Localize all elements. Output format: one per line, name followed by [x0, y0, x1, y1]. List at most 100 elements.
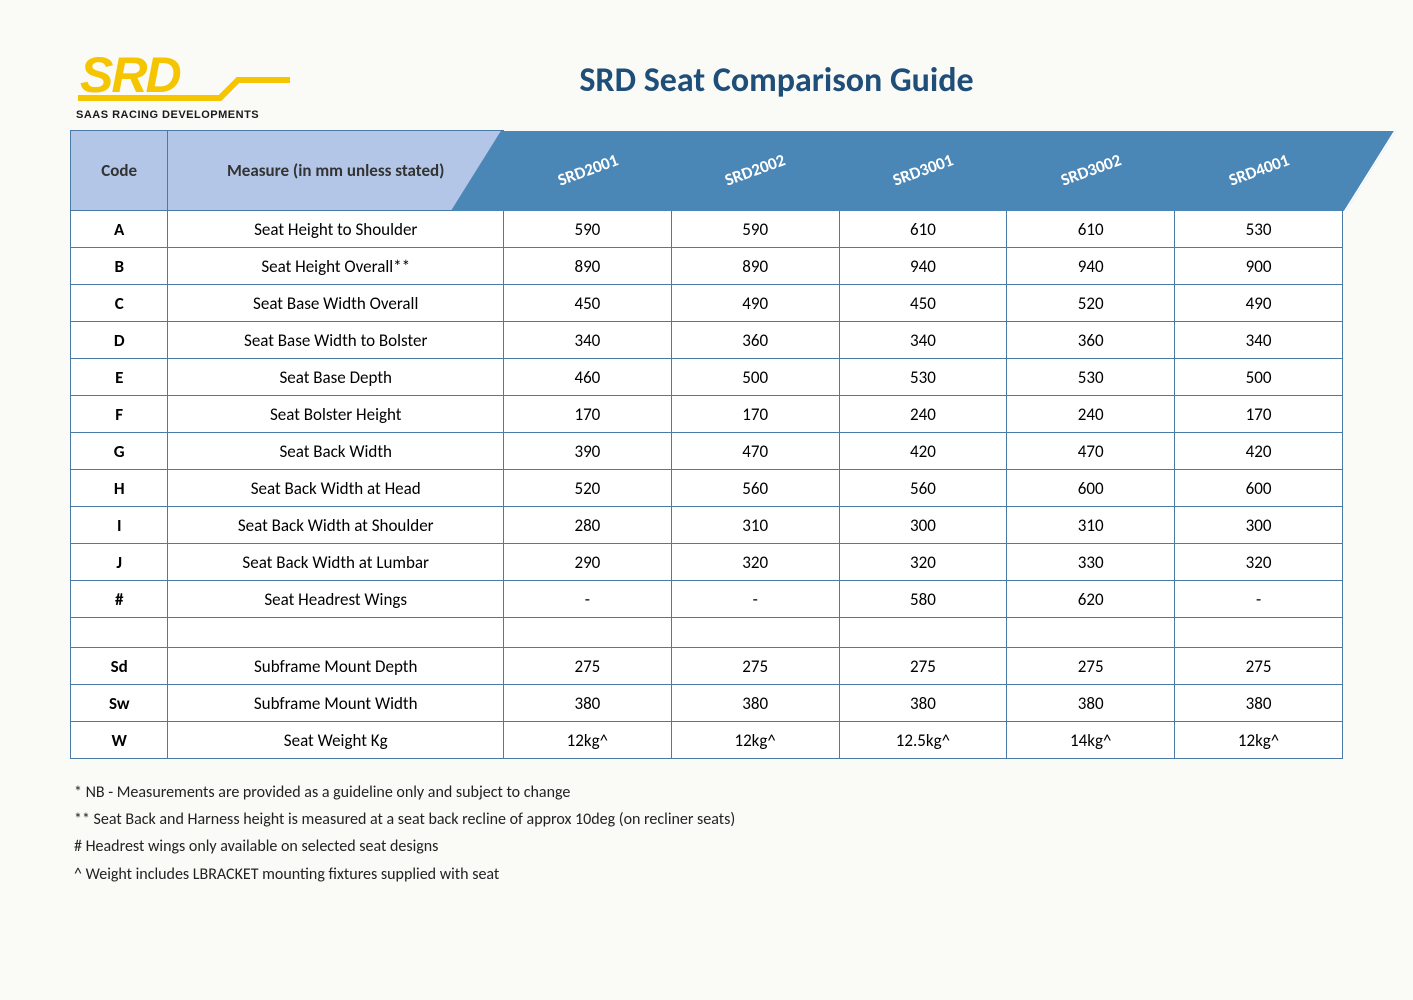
table-body: ASeat Height to Shoulder590590610610530B… — [71, 211, 1343, 759]
code-cell: Sd — [71, 648, 168, 685]
spacer-cell — [168, 618, 504, 648]
value-cell: 310 — [1007, 507, 1175, 544]
value-cell: 500 — [1175, 359, 1343, 396]
footnote: ** Seat Back and Harness height is measu… — [74, 806, 1343, 833]
value-cell: 240 — [839, 396, 1007, 433]
value-cell: 520 — [504, 470, 672, 507]
spacer-cell — [504, 618, 672, 648]
code-cell: C — [71, 285, 168, 322]
value-cell: 610 — [839, 211, 1007, 248]
table-row: JSeat Back Width at Lumbar29032032033032… — [71, 544, 1343, 581]
code-cell: E — [71, 359, 168, 396]
value-cell: - — [504, 581, 672, 618]
logo-icon: SRD SAAS RACING DEVELOPMENTS — [76, 47, 290, 121]
spacer-cell — [671, 618, 839, 648]
measure-cell: Seat Base Width to Bolster — [168, 322, 504, 359]
value-cell: 360 — [1007, 322, 1175, 359]
value-cell: 580 — [839, 581, 1007, 618]
value-cell: 530 — [839, 359, 1007, 396]
value-cell: 330 — [1007, 544, 1175, 581]
page-container: SRD SAAS RACING DEVELOPMENTS SRD Seat Co… — [0, 0, 1413, 908]
table-row: GSeat Back Width390470420470420 — [71, 433, 1343, 470]
value-cell: 590 — [671, 211, 839, 248]
measure-cell: Seat Headrest Wings — [168, 581, 504, 618]
value-cell: 420 — [1175, 433, 1343, 470]
value-cell: 12kg^ — [504, 722, 672, 759]
value-cell: 490 — [671, 285, 839, 322]
measure-cell: Seat Back Width at Lumbar — [168, 544, 504, 581]
value-cell: 530 — [1007, 359, 1175, 396]
value-cell: 300 — [1175, 507, 1343, 544]
measure-cell: Seat Back Width at Shoulder — [168, 507, 504, 544]
value-cell: - — [671, 581, 839, 618]
code-cell: # — [71, 581, 168, 618]
value-cell: 560 — [671, 470, 839, 507]
value-cell: 340 — [504, 322, 672, 359]
value-cell: 275 — [1007, 648, 1175, 685]
table-row: ISeat Back Width at Shoulder280310300310… — [71, 507, 1343, 544]
measure-cell: Seat Weight Kg — [168, 722, 504, 759]
spacer-cell — [839, 618, 1007, 648]
value-cell: 275 — [1175, 648, 1343, 685]
code-header: Code — [71, 131, 168, 211]
measure-header: Measure (in mm unless stated) — [168, 131, 504, 211]
value-cell: 500 — [671, 359, 839, 396]
product-header-4: SRD4001 — [1175, 131, 1343, 211]
value-cell: 380 — [839, 685, 1007, 722]
code-cell: B — [71, 248, 168, 285]
measure-cell: Seat Bolster Height — [168, 396, 504, 433]
value-cell: 470 — [671, 433, 839, 470]
footnotes: * NB - Measurements are provided as a gu… — [70, 779, 1343, 888]
value-cell: 310 — [671, 507, 839, 544]
value-cell: 450 — [504, 285, 672, 322]
value-cell: 460 — [504, 359, 672, 396]
code-cell: H — [71, 470, 168, 507]
spacer-row — [71, 618, 1343, 648]
spacer-cell — [1007, 618, 1175, 648]
value-cell: 890 — [504, 248, 672, 285]
value-cell: 320 — [1175, 544, 1343, 581]
value-cell: 170 — [504, 396, 672, 433]
value-cell: 12.5kg^ — [839, 722, 1007, 759]
value-cell: 600 — [1175, 470, 1343, 507]
value-cell: 275 — [671, 648, 839, 685]
value-cell: 620 — [1007, 581, 1175, 618]
value-cell: 890 — [671, 248, 839, 285]
value-cell: 275 — [839, 648, 1007, 685]
code-cell: I — [71, 507, 168, 544]
table-row: #Seat Headrest Wings--580620- — [71, 581, 1343, 618]
value-cell: 380 — [1175, 685, 1343, 722]
spacer-cell — [71, 618, 168, 648]
value-cell: 360 — [671, 322, 839, 359]
code-cell: D — [71, 322, 168, 359]
table-row: ASeat Height to Shoulder590590610610530 — [71, 211, 1343, 248]
measure-cell: Seat Base Depth — [168, 359, 504, 396]
measure-cell: Subframe Mount Depth — [168, 648, 504, 685]
comparison-table: Code Measure (in mm unless stated) SRD20… — [70, 130, 1343, 759]
code-cell: A — [71, 211, 168, 248]
measure-cell: Seat Height Overall** — [168, 248, 504, 285]
measure-cell: Seat Base Width Overall — [168, 285, 504, 322]
svg-text:SRD: SRD — [80, 47, 180, 103]
table-row: DSeat Base Width to Bolster3403603403603… — [71, 322, 1343, 359]
logo-subtext: SAAS RACING DEVELOPMENTS — [76, 109, 259, 121]
measure-cell: Subframe Mount Width — [168, 685, 504, 722]
footnote: * NB - Measurements are provided as a gu… — [74, 779, 1343, 806]
value-cell: 940 — [1007, 248, 1175, 285]
table-row: ESeat Base Depth460500530530500 — [71, 359, 1343, 396]
code-cell: Sw — [71, 685, 168, 722]
value-cell: 12kg^ — [671, 722, 839, 759]
value-cell: 900 — [1175, 248, 1343, 285]
value-cell: 490 — [1175, 285, 1343, 322]
value-cell: 600 — [1007, 470, 1175, 507]
table-row: WSeat Weight Kg12kg^12kg^12.5kg^14kg^12k… — [71, 722, 1343, 759]
value-cell: 420 — [839, 433, 1007, 470]
value-cell: 300 — [839, 507, 1007, 544]
value-cell: 340 — [839, 322, 1007, 359]
spacer-cell — [1175, 618, 1343, 648]
value-cell: 610 — [1007, 211, 1175, 248]
value-cell: 390 — [504, 433, 672, 470]
value-cell: 320 — [671, 544, 839, 581]
code-cell: F — [71, 396, 168, 433]
measure-cell: Seat Height to Shoulder — [168, 211, 504, 248]
